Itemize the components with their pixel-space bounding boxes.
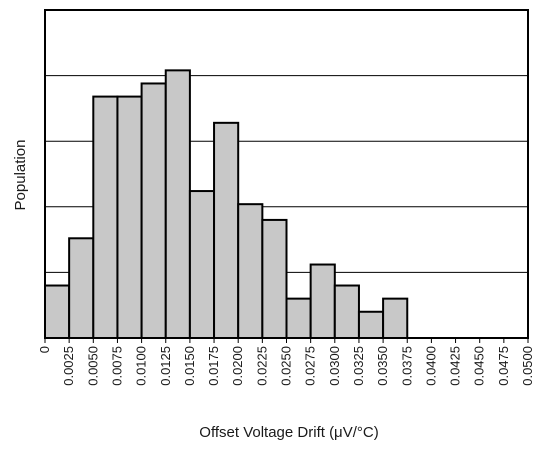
x-tick-label: 0.0125 <box>158 346 173 386</box>
histogram-bar <box>261 218 288 339</box>
x-axis-label: Offset Voltage Drift (μV/°C) <box>199 424 378 441</box>
histogram-bar <box>333 284 360 339</box>
bars <box>44 69 409 340</box>
histogram-bar <box>44 284 71 339</box>
histogram-bar <box>382 297 409 340</box>
x-tick-label: 0.0200 <box>230 346 245 386</box>
x-tick-label: 0.0225 <box>254 346 269 386</box>
histogram-bar <box>92 95 119 340</box>
histogram-bar <box>285 297 312 340</box>
histogram-bar <box>116 95 143 340</box>
x-tick-label: 0.0425 <box>448 346 463 386</box>
x-tick-label: 0.0400 <box>423 346 438 386</box>
x-tick-label: 0.0250 <box>279 346 294 386</box>
y-axis-label: Population <box>12 140 29 211</box>
histogram-bar <box>213 121 240 339</box>
histogram-bar <box>237 203 264 339</box>
x-tick-label: 0.0050 <box>85 346 100 386</box>
x-tick-label: 0 <box>37 346 52 353</box>
x-tick-label: 0.0025 <box>61 346 76 386</box>
x-tick-label: 0.0350 <box>375 346 390 386</box>
x-tick-label: 0.0450 <box>472 346 487 386</box>
histogram-bar <box>68 237 95 339</box>
x-tick-label: 0.0375 <box>399 346 414 386</box>
x-tick-label: 0.0475 <box>496 346 511 386</box>
histogram-bar <box>357 310 385 340</box>
x-tick-label: 0.0175 <box>206 346 221 386</box>
x-axis-ticks: 0 0.0025 0.0050 0.0075 0.0100 0.0125 0.0150 0.0… <box>37 338 535 386</box>
x-tick-label: 0.0075 <box>109 346 124 386</box>
x-tick-label: 0.0100 <box>134 346 149 386</box>
histogram-bar <box>309 263 336 340</box>
x-tick-label: 0.0500 <box>520 346 535 386</box>
x-tick-label: 0.0275 <box>303 346 318 386</box>
x-tick-label: 0.0150 <box>182 346 197 386</box>
histogram-bar <box>164 69 191 340</box>
x-tick-label: 0.0325 <box>351 346 366 386</box>
histogram-bar <box>140 82 167 339</box>
histogram-bar <box>188 190 216 339</box>
x-tick-label: 0.0300 <box>327 346 342 386</box>
